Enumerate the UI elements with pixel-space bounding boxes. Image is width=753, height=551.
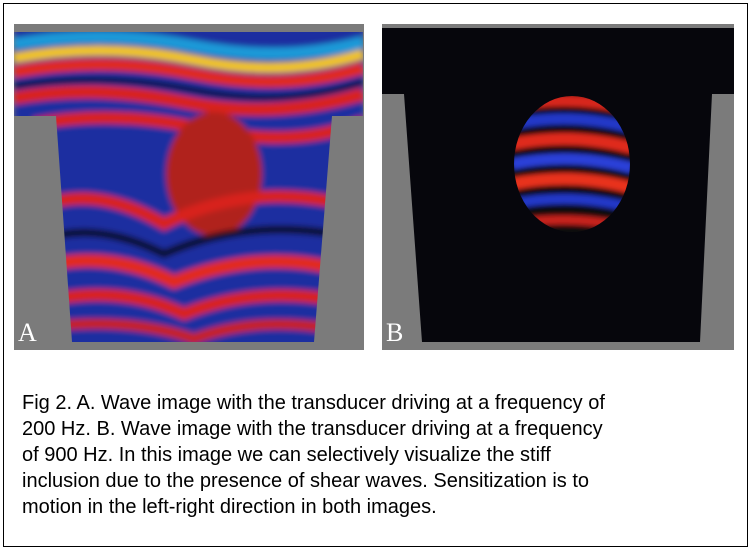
wave-image-b: B — [382, 24, 734, 350]
caption-line: 200 Hz. B. Wave image with the transduce… — [22, 416, 605, 442]
panel-label: B — [386, 318, 403, 348]
caption-line: inclusion due to the presence of shear w… — [22, 468, 605, 494]
caption: Fig 2. A. Wave image with the transducer… — [22, 390, 605, 520]
caption-line: of 900 Hz. In this image we can selectiv… — [22, 442, 605, 468]
wave-image-a: A — [14, 24, 364, 350]
image — [382, 24, 734, 350]
caption-line: motion in the left-right direction in bo… — [22, 494, 605, 520]
image — [14, 24, 364, 350]
caption-line: Fig 2. A. Wave image with the transducer… — [22, 390, 605, 416]
panel-label: A — [18, 318, 37, 348]
